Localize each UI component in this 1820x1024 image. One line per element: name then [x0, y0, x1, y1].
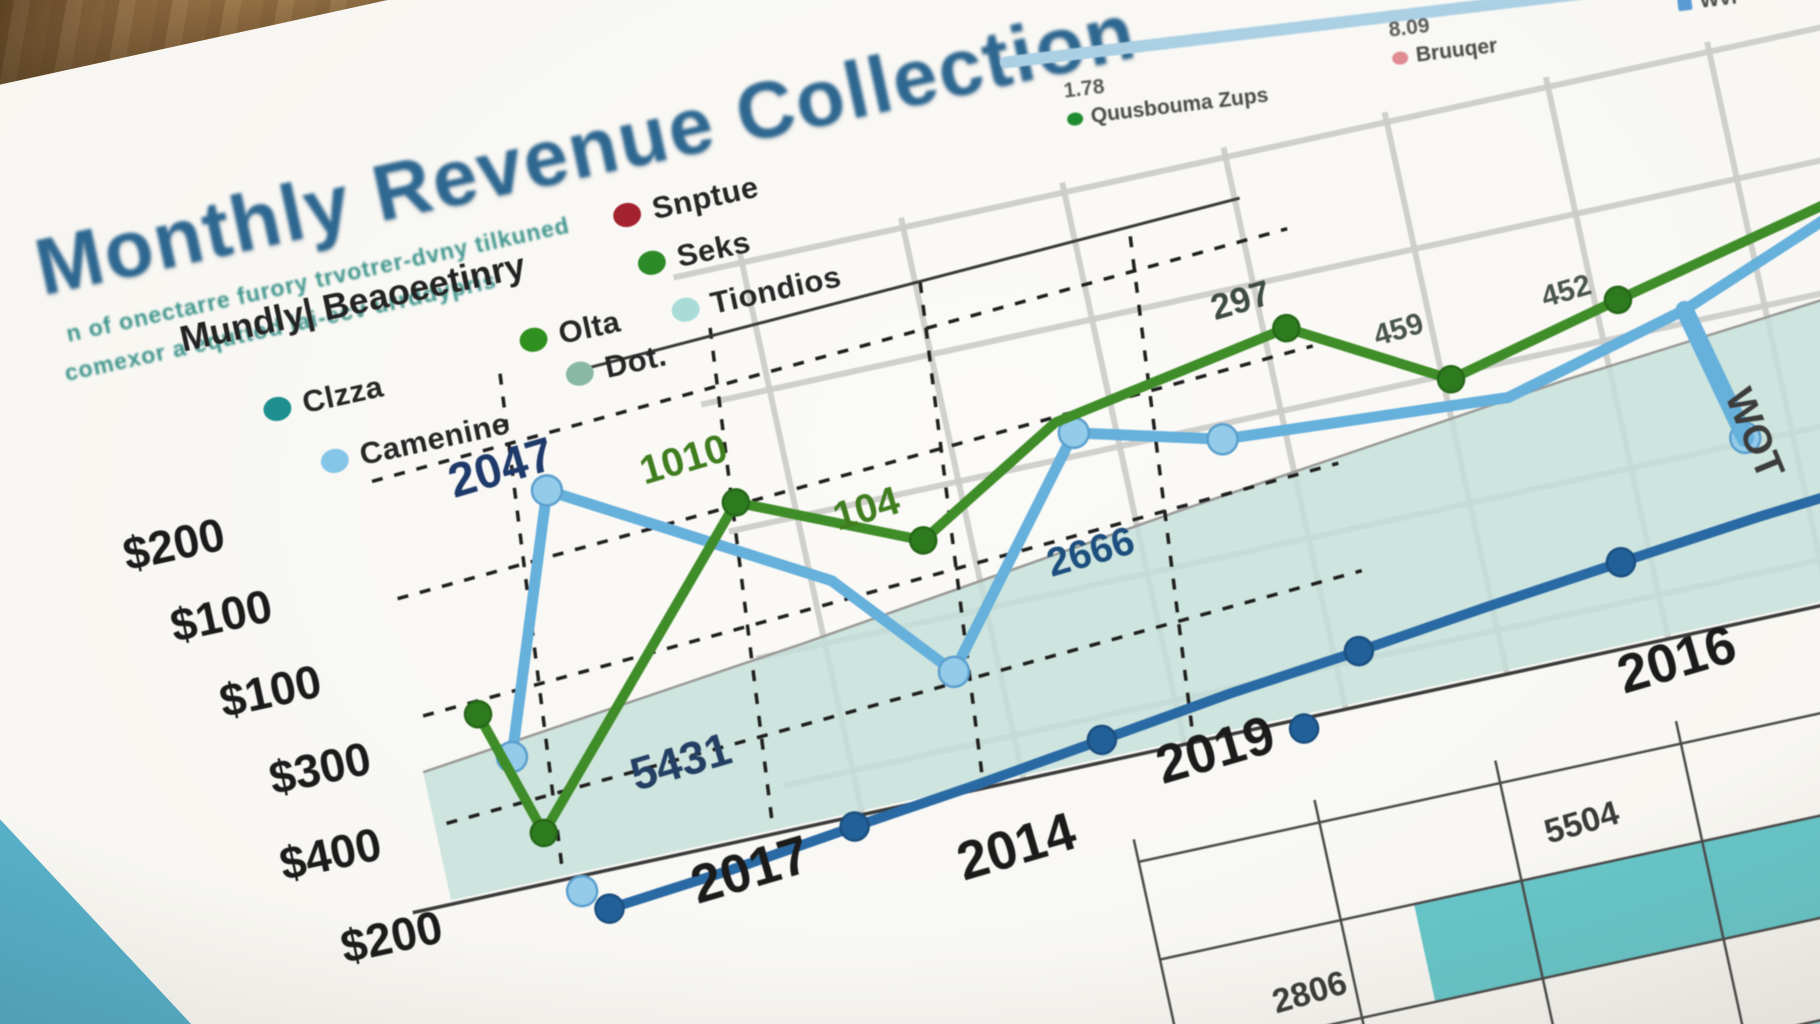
plot-top-border [590, 196, 1240, 369]
data-point-marker-olta [1272, 313, 1301, 343]
data-point-marker-clzza [1086, 724, 1118, 756]
data-point-marker-camenine [530, 474, 564, 507]
grid-line-horizontal [672, 0, 1820, 281]
table-teal-row [1414, 603, 1820, 1002]
legend-item-label: Snptue [648, 168, 762, 227]
legend-swatch-dot [635, 248, 669, 278]
secondary-legend-row: Wvr [1676, 0, 1740, 16]
series-line-camenine2 [1675, 300, 1755, 447]
data-point-marker-olta [463, 699, 493, 729]
dashed-grid-line-horizontal [422, 461, 1339, 718]
data-point-marker-olta [1436, 364, 1466, 394]
legend-item-seks: Seks [634, 223, 754, 284]
dashed-grid-line-horizontal [397, 344, 1314, 601]
dashed-grid-line-horizontal [446, 568, 1363, 826]
table-line-vertical [1313, 799, 1406, 1024]
legend-swatch-dot [261, 394, 294, 424]
data-point-marker-clzza [594, 893, 625, 924]
legend-item-label: Seks [673, 223, 754, 274]
secondary-legend-label: Wvr [1698, 0, 1740, 14]
area-band-edge [422, 70, 1820, 774]
x-axis-line [412, 401, 1820, 915]
data-point-marker-clzza [839, 811, 870, 842]
legend-item-label: Camenine [356, 405, 513, 472]
data-point-marker-clzza [1605, 546, 1637, 578]
legend-swatch-dot [669, 294, 702, 325]
grid-line-horizontal [700, 0, 1820, 408]
legend-item-label: Dot. [601, 337, 670, 385]
data-point-marker-olta [529, 818, 559, 848]
table-line-horizontal [1138, 504, 1820, 864]
data-point-marker-camenine [565, 874, 599, 908]
table-line-vertical [1494, 760, 1587, 1024]
area-band [423, 72, 1820, 901]
dashed-grid-line-vertical [918, 281, 985, 781]
dashed-grid-line-horizontal [371, 226, 1288, 484]
data-point-marker-clzza [1343, 635, 1375, 667]
data-point-marker-clzza [1288, 713, 1320, 744]
data-point-marker-olta [1603, 285, 1633, 315]
series-line-olta [473, 130, 1820, 838]
legend-swatch-dot [610, 200, 644, 230]
legend-item-label: Tiondios [707, 258, 845, 321]
secondary-legend-item: 6.1Wvr [1673, 0, 1740, 16]
dashed-grid-line-vertical [1128, 236, 1195, 735]
dashed-grid-line-vertical [708, 327, 775, 827]
data-point-marker-camenine [1206, 423, 1239, 456]
table-line-horizontal [1181, 700, 1820, 1024]
legend-swatch-dot [517, 325, 550, 355]
secondary-legend-item: 8.09 Bruuqer [1387, 6, 1498, 70]
legend-swatch-dot [1066, 111, 1084, 126]
legend-swatch-dot [318, 446, 352, 476]
legend-swatch-square [1676, 0, 1693, 12]
data-point-marker-olta [908, 526, 938, 555]
legend-swatch-dot [563, 358, 597, 389]
legend-swatch-dot [1391, 50, 1409, 66]
table-line-vertical [1674, 720, 1768, 1024]
data-point-marker-olta [721, 488, 751, 517]
secondary-legend-item: 1.78 Quusbouma Zups [1062, 56, 1269, 132]
table-line-vertical [1132, 839, 1226, 1024]
table-line-horizontal [1159, 602, 1820, 961]
legend-item-label: Clzza [298, 368, 387, 421]
data-point-marker-camenine [937, 655, 971, 689]
legend-item-label: Olta [555, 303, 624, 351]
legend-item-camenine: Camenine [317, 405, 513, 481]
series-line-camenine [506, 96, 1820, 763]
legend-item-clzza: Clzza [260, 368, 387, 429]
secondary-legend-label: Bruuqer [1414, 34, 1499, 67]
dashed-grid-line-vertical [498, 373, 565, 873]
